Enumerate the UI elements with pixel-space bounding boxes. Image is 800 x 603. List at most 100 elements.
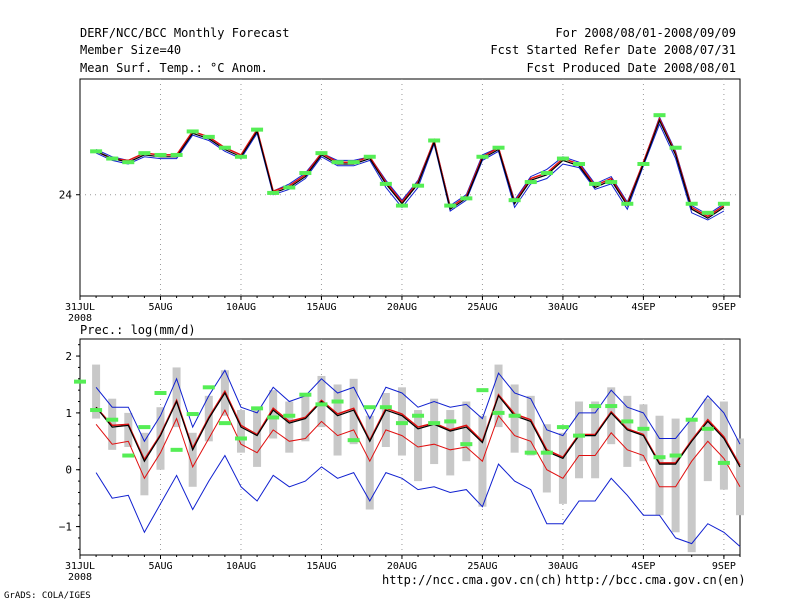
x-tick-label: 25AUG (467, 561, 497, 572)
green-marker (460, 442, 473, 447)
green-marker (315, 402, 328, 407)
green-marker (138, 425, 151, 430)
green-marker (218, 421, 231, 426)
green-marker (122, 160, 135, 165)
x-tick-label: 20AUG (387, 302, 417, 313)
spread-bar (333, 384, 342, 456)
forecast-start-date: Fcst Started Refer Date 2008/07/31 (490, 43, 736, 57)
red-line (95, 116, 725, 218)
spread-bar (607, 387, 616, 445)
spread-bar (575, 401, 584, 479)
green-marker (363, 154, 376, 159)
green-marker (428, 138, 441, 143)
green-marker (186, 129, 199, 134)
plot-frame (79, 78, 741, 297)
spread-bar (719, 401, 728, 490)
green-marker (476, 154, 489, 159)
green-marker (218, 145, 231, 150)
green-marker (363, 405, 376, 410)
green-marker (412, 183, 425, 188)
y-tick-label: 0 (65, 464, 72, 477)
green-marker (154, 152, 167, 157)
spread-bar (736, 438, 744, 516)
blue-lower-line (95, 454, 741, 547)
x-tick-label: 15AUG (306, 561, 336, 572)
forecast-period: For 2008/08/01-2008/09/09 (555, 26, 736, 40)
green-marker (234, 154, 247, 159)
green-marker (556, 156, 569, 161)
green-marker (717, 201, 730, 206)
grads-credit: GrADS: COLA/IGES (4, 591, 91, 601)
green-marker (556, 425, 569, 430)
y-tick-label: −1 (59, 521, 72, 534)
green-marker (202, 385, 215, 390)
green-marker (299, 171, 312, 176)
green-marker (315, 151, 328, 156)
red-lower-line (95, 409, 741, 488)
y-tick-label: 1 (65, 407, 72, 420)
spread-bar (188, 432, 197, 487)
spread-bar (253, 410, 262, 467)
spread-bar (687, 418, 696, 553)
spread-bar (365, 415, 374, 510)
green-marker (331, 399, 344, 404)
spread-bar (446, 410, 455, 476)
spread-bar (526, 395, 535, 456)
green-marker (412, 413, 425, 418)
x-tick-label: 9SEP (712, 561, 736, 572)
x-tick-label: 31JUL (65, 561, 95, 572)
ensemble-mean-line (95, 119, 725, 219)
spread-bar (156, 407, 165, 470)
red-mean-line (95, 389, 741, 466)
green-marker (428, 421, 441, 426)
temperature-panel: 31JUL 5AUG 10AUG 15AUG 20AUG 25AUG 30AUG 4SEP 9S… (59, 78, 741, 324)
spread-bar (655, 415, 664, 516)
x-year-label: 2008 (68, 572, 92, 583)
green-marker (685, 417, 698, 422)
precip-panel-title: Prec.: log(mm/d) (80, 323, 196, 337)
green-marker (90, 408, 103, 413)
green-marker (283, 413, 296, 418)
green-marker (524, 450, 537, 455)
x-tick-label: 5AUG (148, 302, 172, 313)
green-marker (283, 185, 296, 190)
green-marker (299, 392, 312, 397)
forecast-produced-date: Fcst Produced Date 2008/08/01 (526, 61, 736, 75)
green-marker (685, 201, 698, 206)
x-tick-label: 10AUG (226, 561, 256, 572)
member-size: Member Size=40 (80, 43, 182, 57)
spread-bar (92, 364, 101, 419)
x-tick-label: 25AUG (467, 302, 497, 313)
url-en-link[interactable]: http://bcc.cma.gov.cn(en) (565, 573, 746, 587)
green-marker (444, 419, 457, 424)
green-marker (621, 201, 634, 206)
spread-bar (414, 410, 423, 482)
chart-title: DERF/NCC/BCC Monthly Forecast (80, 26, 290, 40)
x-tick-label: 4SEP (631, 302, 655, 313)
spread-bar (623, 395, 632, 467)
spread-bar (269, 390, 278, 439)
spread-bar (381, 393, 390, 447)
spread-bar (236, 410, 245, 453)
green-marker (267, 415, 280, 420)
green-marker (106, 417, 119, 422)
green-marker (637, 426, 650, 431)
green-marker (347, 438, 360, 443)
green-marker (154, 391, 167, 395)
spread-bar (172, 367, 181, 428)
green-marker (122, 453, 135, 458)
green-marker (90, 149, 103, 154)
y-tick-label: 2 (65, 350, 72, 363)
url-ch-link[interactable]: http://ncc.cma.gov.cn(ch) (382, 573, 563, 587)
green-marker (717, 460, 730, 465)
green-marker (653, 455, 666, 460)
green-marker (395, 421, 408, 426)
green-marker (540, 171, 553, 176)
green-marker (605, 180, 618, 185)
x-tick-label: 10AUG (226, 302, 256, 313)
green-marker (379, 181, 392, 186)
spread-bar (430, 398, 439, 465)
ensemble-mean-line (95, 391, 741, 468)
y-tick-label: 24 (59, 189, 73, 202)
